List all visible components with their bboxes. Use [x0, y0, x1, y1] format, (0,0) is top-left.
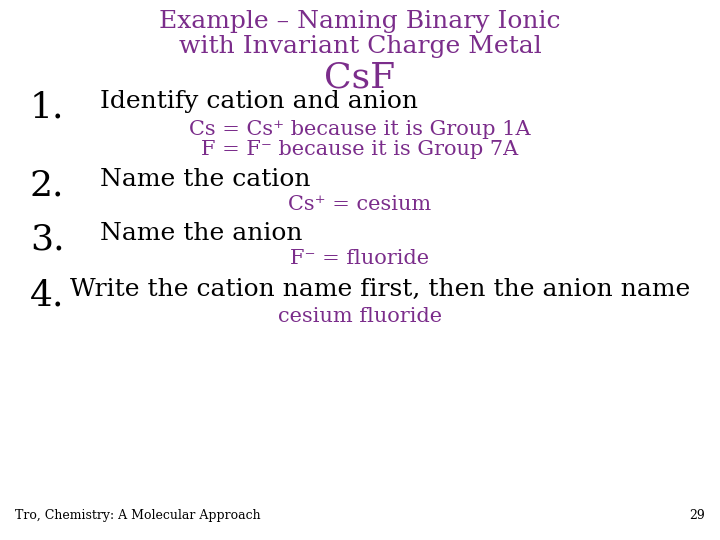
Text: Tro, Chemistry: A Molecular Approach: Tro, Chemistry: A Molecular Approach — [15, 509, 261, 522]
Text: 29: 29 — [689, 509, 705, 522]
Text: 3.: 3. — [30, 222, 65, 256]
Text: with Invariant Charge Metal: with Invariant Charge Metal — [179, 35, 541, 58]
Text: Cs = Cs⁺ because it is Group 1A: Cs = Cs⁺ because it is Group 1A — [189, 120, 531, 139]
Text: Write the cation name first, then the anion name: Write the cation name first, then the an… — [70, 278, 690, 301]
Text: F⁻ = fluoride: F⁻ = fluoride — [290, 249, 430, 268]
Text: Name the anion: Name the anion — [100, 222, 302, 245]
Text: Cs⁺ = cesium: Cs⁺ = cesium — [289, 195, 431, 214]
Text: 1.: 1. — [30, 90, 65, 124]
Text: 2.: 2. — [30, 168, 65, 202]
Text: F = F⁻ because it is Group 7A: F = F⁻ because it is Group 7A — [202, 140, 518, 159]
Text: Identify cation and anion: Identify cation and anion — [100, 90, 418, 113]
Text: CsF: CsF — [325, 60, 395, 94]
Text: 4.: 4. — [30, 278, 65, 312]
Text: Example – Naming Binary Ionic: Example – Naming Binary Ionic — [159, 10, 561, 33]
Text: Name the cation: Name the cation — [100, 168, 310, 191]
Text: cesium fluoride: cesium fluoride — [278, 307, 442, 326]
